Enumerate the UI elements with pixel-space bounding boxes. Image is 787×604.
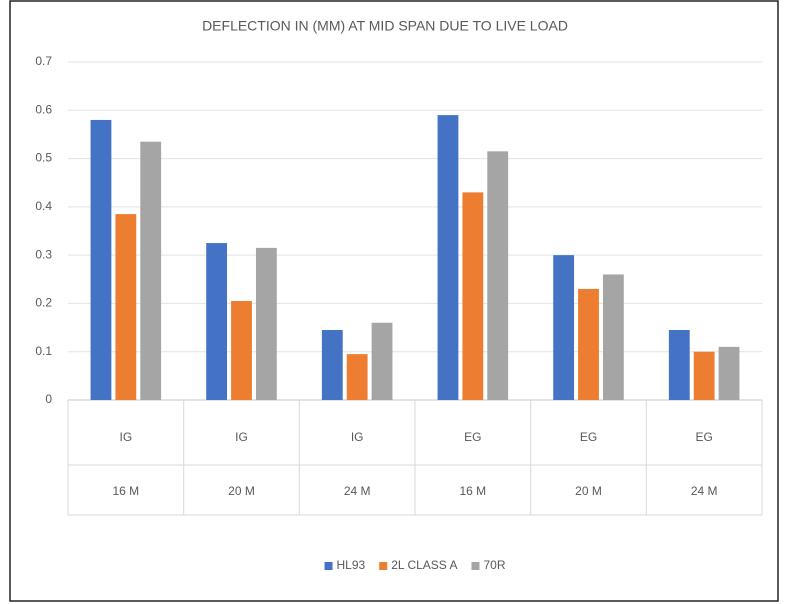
legend-label: 2L CLASS A <box>391 558 457 572</box>
x-group-label: EG <box>695 430 712 444</box>
y-tick-label: 0.4 <box>35 199 52 213</box>
y-tick-label: 0.5 <box>35 151 52 165</box>
bar <box>462 192 484 400</box>
y-tick-label: 0.6 <box>35 102 52 116</box>
bar <box>371 322 393 400</box>
bar <box>668 329 690 400</box>
bar <box>553 255 575 400</box>
x-tick-label: 16 M <box>112 484 139 498</box>
legend-swatch <box>324 562 333 570</box>
chart-title: DEFLECTION IN (MM) AT MID SPAN DUE TO LI… <box>202 18 568 34</box>
x-group-label: IG <box>119 430 132 444</box>
x-group-label: IG <box>235 430 248 444</box>
bar <box>346 354 368 400</box>
bar <box>602 274 624 400</box>
x-group-label: EG <box>580 430 597 444</box>
y-tick-label: 0.2 <box>35 296 52 310</box>
bar <box>487 151 509 400</box>
y-tick-label: 0.3 <box>35 247 52 261</box>
legend-label: HL93 <box>337 558 366 572</box>
bar <box>718 346 740 400</box>
legend-swatch <box>379 562 388 570</box>
bar <box>115 214 137 400</box>
bar <box>231 301 252 400</box>
bar <box>578 288 599 400</box>
bar <box>90 119 112 400</box>
x-tick-label: 20 M <box>228 484 255 498</box>
y-tick-label: 0.7 <box>35 54 52 68</box>
x-tick-label: 24 M <box>344 484 371 498</box>
x-tick-label: 20 M <box>575 484 602 498</box>
chart-frame <box>9 0 779 602</box>
bar <box>693 351 715 400</box>
x-tick-label: 24 M <box>691 484 718 498</box>
x-group-label: EG <box>464 430 481 444</box>
legend-swatch <box>471 562 480 570</box>
bar <box>255 247 277 400</box>
bar <box>437 115 459 400</box>
y-tick-label: 0.1 <box>35 344 52 358</box>
x-tick-label: 16 M <box>459 484 486 498</box>
bar <box>140 141 162 400</box>
y-tick-label: 0 <box>45 392 52 406</box>
bar <box>206 243 228 400</box>
legend-label: 70R <box>483 558 505 572</box>
x-group-label: IG <box>351 430 364 444</box>
bar <box>321 329 343 400</box>
